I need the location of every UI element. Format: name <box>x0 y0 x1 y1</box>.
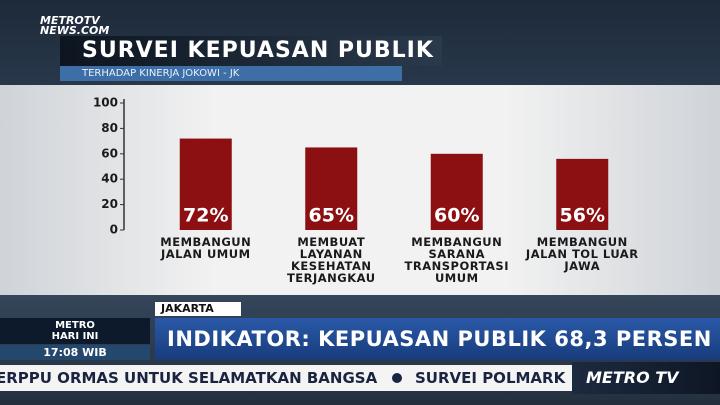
y-tick-label: 0 <box>110 223 118 237</box>
channel-logo: METRO TV <box>572 362 720 394</box>
y-tick-label: 20 <box>101 197 118 211</box>
x-tick-label: MEMBANGUN JALAN TOL LUAR JAWA <box>525 235 639 273</box>
value-label: 56% <box>560 205 605 227</box>
ticker-text: ERPPU ORMAS UNTUK SELAMATKAN BANGSA <box>0 369 378 387</box>
y-tick-label: 80 <box>101 121 118 135</box>
chart-subtitle: TERHADAP KINERJA JOKOWI - JK <box>60 66 402 81</box>
program: METRO HARI INI <box>0 318 150 344</box>
chart-title: SURVEI KEPUASAN PUBLIK <box>60 36 442 66</box>
value-label: 65% <box>309 205 354 227</box>
ticker-dot <box>392 373 402 383</box>
bar <box>556 158 609 230</box>
bar <box>430 153 483 230</box>
bar <box>179 138 232 230</box>
y-tick-label: 40 <box>101 172 118 186</box>
time: 17:08 WIB <box>0 345 150 360</box>
logo: METROTV NEWS.COM <box>40 14 110 37</box>
ticker-text: SURVEI POLMARK <box>415 369 566 387</box>
x-tick-label: MEMBANGUN SARANA TRANSPORTASI UMUM <box>404 235 509 285</box>
value-label: 72% <box>183 205 228 227</box>
x-tick-label: MEMBUAT LAYANAN KESEHATAN TERJANGKAU <box>286 235 376 285</box>
bar <box>305 147 358 230</box>
location: JAKARTA <box>155 302 241 316</box>
headline: INDIKATOR: KEPUASAN PUBLIK 68,3 PERSEN <box>155 318 720 360</box>
x-tick-label: MEMBANGUN JALAN UMUM <box>160 235 252 261</box>
value-label: 60% <box>434 205 479 227</box>
y-tick-label: 100 <box>93 96 118 110</box>
y-tick-label: 60 <box>101 146 118 160</box>
chart: 0 20 40 60 80 100 72% 65% 60% 56% <box>93 96 609 237</box>
